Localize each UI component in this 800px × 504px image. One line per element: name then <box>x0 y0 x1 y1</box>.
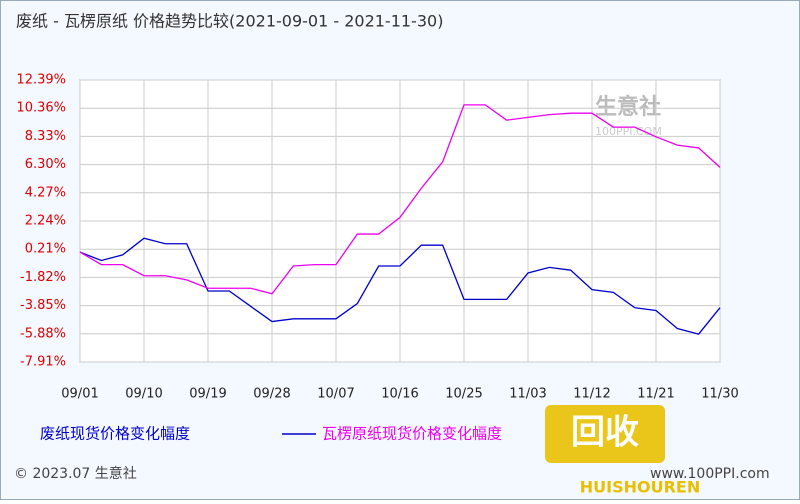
x-tick-label: 11/30 <box>701 387 738 402</box>
y-tick-label: 10.36% <box>16 101 66 116</box>
x-tick-label: 11/03 <box>509 387 546 402</box>
y-tick-label: 6.30% <box>25 157 66 172</box>
series-line <box>79 104 721 295</box>
y-tick-label: -7.91% <box>20 355 66 370</box>
x-tick-label: 09/10 <box>125 387 162 402</box>
x-tick-label: 11/12 <box>573 387 610 402</box>
y-tick-label: -1.82% <box>20 270 66 285</box>
x-tick-label: 09/01 <box>61 387 98 402</box>
chart-title: 废纸 - 瓦楞原纸 价格趋势比较(2021-09-01 - 2021-11-30… <box>16 12 443 31</box>
series-line <box>79 237 721 335</box>
footer-copyright: © 2023.07 生意社 <box>14 465 137 482</box>
x-tick-label: 10/07 <box>317 387 354 402</box>
y-tick-label: 0.21% <box>25 242 66 257</box>
y-tick-label: 8.33% <box>25 129 66 144</box>
logo-box <box>545 405 665 463</box>
logo-text: 回收 <box>571 413 639 453</box>
y-tick-label: -3.85% <box>20 298 66 313</box>
logo-subtext: HUISHOUREN <box>580 478 700 497</box>
watermark: 100PPI.COM <box>595 125 662 138</box>
legend-label: 废纸现货价格变化幅度 <box>40 425 190 443</box>
y-tick-label: 2.24% <box>25 214 66 229</box>
footer-site: www.100PPI.com <box>650 466 770 482</box>
x-tick-label: 10/25 <box>445 387 482 402</box>
watermark: 生意社 <box>595 94 661 120</box>
x-tick-label: 09/28 <box>253 387 290 402</box>
y-tick-label: 4.27% <box>25 185 66 200</box>
x-tick-label: 11/21 <box>637 387 674 402</box>
y-tick-label: 12.39% <box>16 73 66 88</box>
x-tick-label: 10/16 <box>381 387 418 402</box>
x-tick-label: 09/19 <box>189 387 226 402</box>
legend-label: 瓦楞原纸现货价格变化幅度 <box>322 425 502 443</box>
y-tick-label: -5.88% <box>20 326 66 341</box>
